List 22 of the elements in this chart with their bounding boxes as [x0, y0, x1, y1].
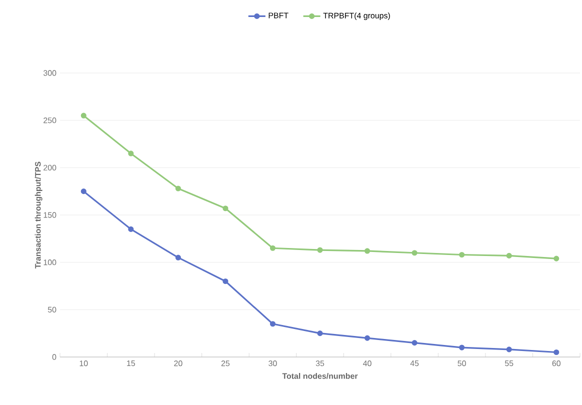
point	[412, 340, 418, 346]
point	[175, 254, 181, 260]
point	[128, 150, 134, 156]
point	[175, 186, 181, 192]
point	[554, 349, 560, 356]
point	[506, 252, 512, 258]
point	[270, 321, 276, 327]
point	[364, 335, 370, 341]
point	[459, 344, 465, 350]
point	[412, 250, 418, 256]
point	[270, 245, 276, 251]
point	[459, 252, 465, 258]
point	[317, 247, 323, 253]
point	[554, 256, 560, 262]
point	[222, 278, 228, 284]
point	[506, 346, 512, 352]
point	[80, 112, 86, 118]
point	[128, 226, 134, 232]
point	[222, 206, 228, 212]
point	[364, 248, 370, 254]
point	[317, 330, 323, 336]
point	[80, 188, 86, 194]
